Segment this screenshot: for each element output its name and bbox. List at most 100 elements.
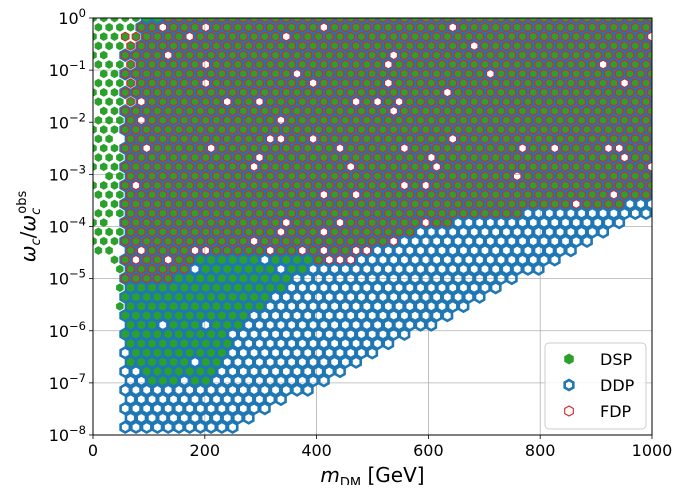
dsp-hexbin xyxy=(100,51,108,60)
ddp-hexbin xyxy=(384,338,393,349)
ddp-hexbin xyxy=(335,366,344,377)
ddp-hexbin xyxy=(459,301,468,312)
dsp-hexbin xyxy=(116,60,124,69)
y-axis-label: ωc/ωcobs xyxy=(15,191,44,263)
dsp-hexbin xyxy=(100,218,108,227)
fdp-hexbin xyxy=(143,144,151,153)
fdp-hexbin xyxy=(320,246,328,255)
dsp-hexbin xyxy=(95,42,103,51)
fdp-hexbin xyxy=(283,32,291,41)
dsp-hexbin xyxy=(116,97,124,106)
dsp-hexbin xyxy=(105,190,113,199)
dsp-hexbin xyxy=(111,255,119,264)
fdp-hexbin xyxy=(320,228,328,237)
fdp-hexbin xyxy=(385,60,393,69)
fdp-hexbin xyxy=(250,237,258,246)
fdp-hexbin xyxy=(347,162,355,171)
dsp-hexbin xyxy=(100,69,108,78)
dsp-hexbin xyxy=(116,153,124,162)
y-tick-label: 10−8 xyxy=(49,423,86,445)
fdp-hexbin xyxy=(277,116,285,125)
fdp-hexbin xyxy=(336,144,344,153)
fdp-hexbin xyxy=(610,190,618,199)
fdp-hexbin xyxy=(470,42,478,51)
fdp-hexbin xyxy=(256,97,264,106)
fdp-hexbin xyxy=(648,32,656,41)
fdp-hexbin xyxy=(519,144,527,153)
dsp-hexbin xyxy=(100,88,108,97)
dsp-hexbin xyxy=(105,79,113,88)
dsp-hexbin xyxy=(116,79,124,88)
dsp-hexbin xyxy=(105,228,113,237)
fdp-hexbin xyxy=(352,190,360,199)
dsp-hexbin xyxy=(105,153,113,162)
fdp-hexbin xyxy=(390,51,398,60)
ddp-hexbin xyxy=(164,422,173,433)
x-tick-label: 800 xyxy=(525,441,556,460)
ddp-hexbin xyxy=(260,403,269,414)
ddp-hexbin xyxy=(228,422,237,433)
dsp-hexbin xyxy=(116,265,124,274)
y-tick-label: 10−1 xyxy=(49,58,86,80)
dsp-hexbin xyxy=(105,135,113,144)
fdp-hexbin xyxy=(132,255,140,264)
legend-label-ddp: DDP xyxy=(600,376,635,395)
fdp-hexbin xyxy=(572,200,580,209)
dsp-hexbin xyxy=(111,181,119,190)
ddp-hexbin xyxy=(491,282,500,293)
legend-label-dsp: DSP xyxy=(600,350,632,369)
x-axis-label: mDM [GeV] xyxy=(320,463,424,485)
ddp-hexbin xyxy=(174,422,183,433)
fdp-hexbin xyxy=(132,181,140,190)
dsp-hexbin xyxy=(95,60,103,69)
x-tick-label: 0 xyxy=(88,441,98,460)
fdp-hexbin xyxy=(363,246,371,255)
ddp-hexbin xyxy=(566,245,575,256)
fdp-hexbin xyxy=(390,237,398,246)
y-tick-label: 10−3 xyxy=(49,162,86,184)
fdp-hexbin xyxy=(336,255,344,264)
ddp-hexbin xyxy=(217,422,226,433)
dsp-hexbin xyxy=(100,125,108,134)
fdp-hexbin xyxy=(299,246,307,255)
dsp-hexbin xyxy=(95,190,103,199)
fdp-hexbin xyxy=(513,172,521,181)
dsp-hexbin xyxy=(105,42,113,51)
ddp-hexbin xyxy=(185,422,194,433)
fdp-hexbin xyxy=(309,79,317,88)
fdp-hexbin xyxy=(250,162,258,171)
fdp-hexbin xyxy=(605,144,613,153)
fdp-hexbin xyxy=(449,135,457,144)
fdp-hexbin xyxy=(433,162,441,171)
ddp-hexbin xyxy=(534,264,543,275)
fdp-hexbin xyxy=(283,218,291,227)
fdp-hexbin xyxy=(599,60,607,69)
fdp-hexbin xyxy=(401,144,409,153)
dsp-hexbin xyxy=(116,209,124,218)
ddp-hexbin xyxy=(244,413,253,424)
ddp-hexbin xyxy=(443,310,452,321)
ddp-hexbin xyxy=(641,208,650,219)
dsp-hexbin xyxy=(111,200,119,209)
dsp-hexbin xyxy=(95,23,103,32)
fdp-hexbin xyxy=(159,23,167,32)
dsp-hexbin xyxy=(111,32,119,41)
x-tick-label: 600 xyxy=(413,441,444,460)
dsp-hexbin xyxy=(95,79,103,88)
ddp-hexbin xyxy=(631,208,640,219)
fdp-hexbin xyxy=(320,190,328,199)
ddp-hexbin xyxy=(523,264,532,275)
dsp-hexbin xyxy=(111,162,119,171)
fdp-hexbin xyxy=(277,135,285,144)
ddp-hexbin xyxy=(598,227,607,238)
dsp-hexbin xyxy=(111,125,119,134)
fdp-hexbin xyxy=(385,79,393,88)
ddp-hexbin xyxy=(303,385,312,396)
dsp-hexbin xyxy=(116,116,124,125)
y-tick-label: 10−4 xyxy=(49,215,86,237)
ddp-hexbin xyxy=(276,394,285,405)
ddp-hexbin xyxy=(351,357,360,368)
y-tick-label: 10−7 xyxy=(49,371,86,393)
y-tick-label: 10−5 xyxy=(49,267,86,289)
